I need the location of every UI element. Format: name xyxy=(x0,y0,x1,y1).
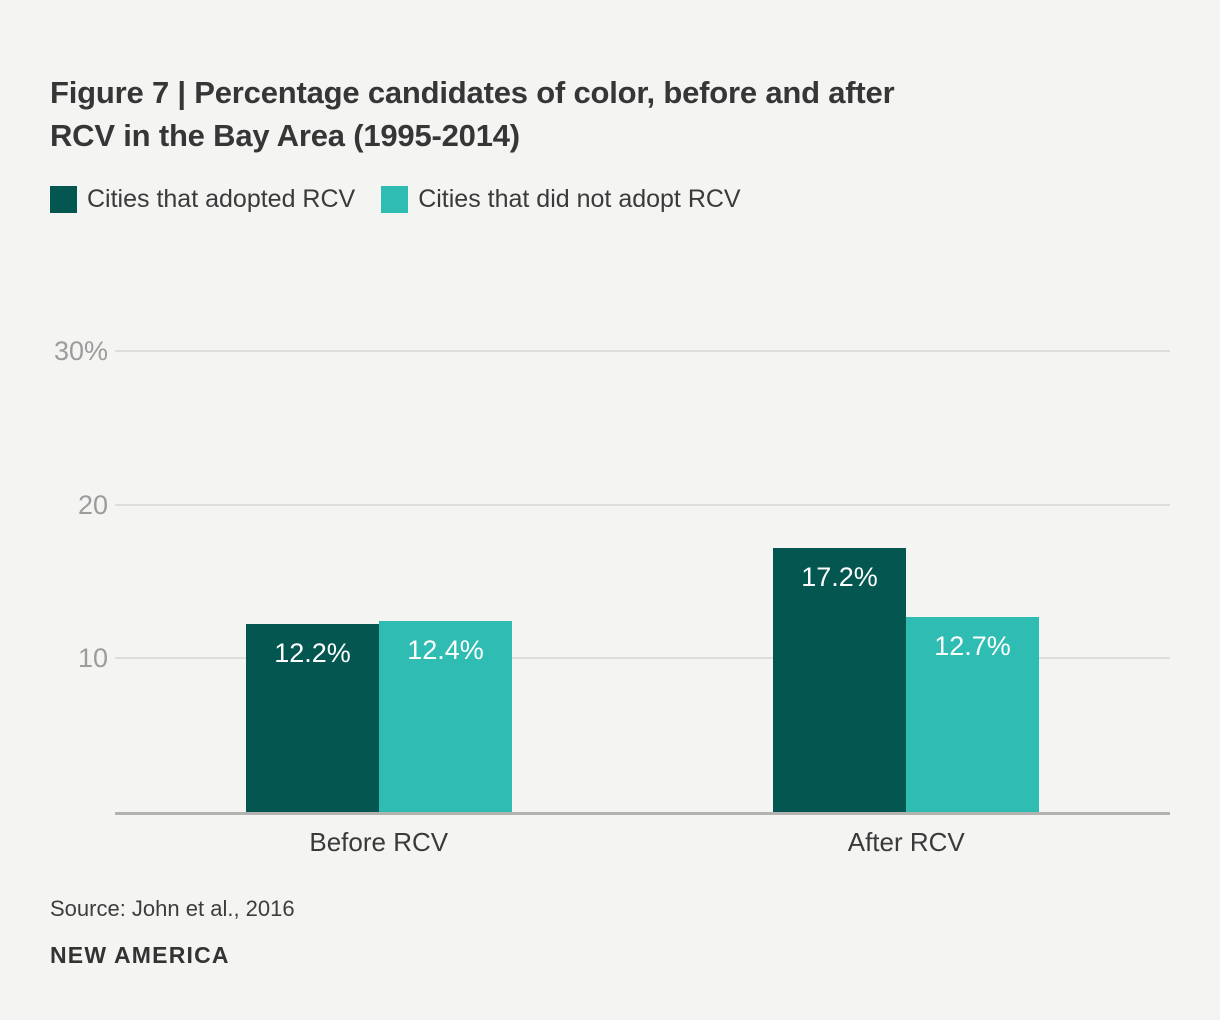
bar-did-not-adopt-rcv-2: 12.7% xyxy=(906,617,1039,812)
x-axis-category-label-2: After RCV xyxy=(847,827,965,857)
brand-wordmark: NEW AMERICA xyxy=(50,942,230,968)
bar-chart: 30% 20 10 12.2% 12.4% Before RCV 17.2% 12.7% Aft… xyxy=(0,330,1220,890)
gridline-30 xyxy=(115,349,1170,352)
x-axis-baseline xyxy=(115,812,1170,815)
figure-title-line-1: Figure 7 | Percentage candidates of colo… xyxy=(50,74,895,110)
gridline-10 xyxy=(115,657,1170,660)
x-axis-category-label-1: Before RCV xyxy=(309,827,449,857)
legend-swatch-adopted-rcv xyxy=(50,186,77,213)
gridline-20 xyxy=(115,503,1170,506)
bar-did-not-adopt-rcv-1: 12.4% xyxy=(379,621,512,812)
legend-swatch-did-not-adopt-rcv xyxy=(381,186,409,213)
figure-title-line-2: RCV in the Bay Area (1995-2014) xyxy=(50,117,520,153)
y-axis-tick-label-10: 10 xyxy=(77,643,108,674)
legend-item-did-not-adopt-rcv: Cities that did not adopt RCV xyxy=(381,185,741,214)
bar-adopted-rcv-2: 17.2% xyxy=(773,548,906,812)
figure-title: Figure 7 | Percentage candidates of colo… xyxy=(50,71,1160,157)
bar-value-label: 12.2% xyxy=(274,638,351,668)
y-axis-tick-label-20: 20 xyxy=(77,489,108,520)
bar-adopted-rcv-1: 12.2% xyxy=(246,624,379,812)
bar-value-label: 12.4% xyxy=(407,635,484,665)
legend-item-adopted-rcv: Cities that adopted RCV xyxy=(50,185,355,214)
legend-label-adopted-rcv: Cities that adopted RCV xyxy=(87,185,356,213)
bar-value-label: 17.2% xyxy=(801,562,878,592)
chart-legend: Cities that adopted RCV Cities that did … xyxy=(50,185,741,214)
legend-label-did-not-adopt-rcv: Cities that did not adopt RCV xyxy=(418,185,741,213)
source-note: Source: John et al., 2016 xyxy=(50,896,295,921)
y-axis-tick-label-30: 30% xyxy=(53,335,108,366)
bar-value-label: 12.7% xyxy=(934,631,1011,661)
